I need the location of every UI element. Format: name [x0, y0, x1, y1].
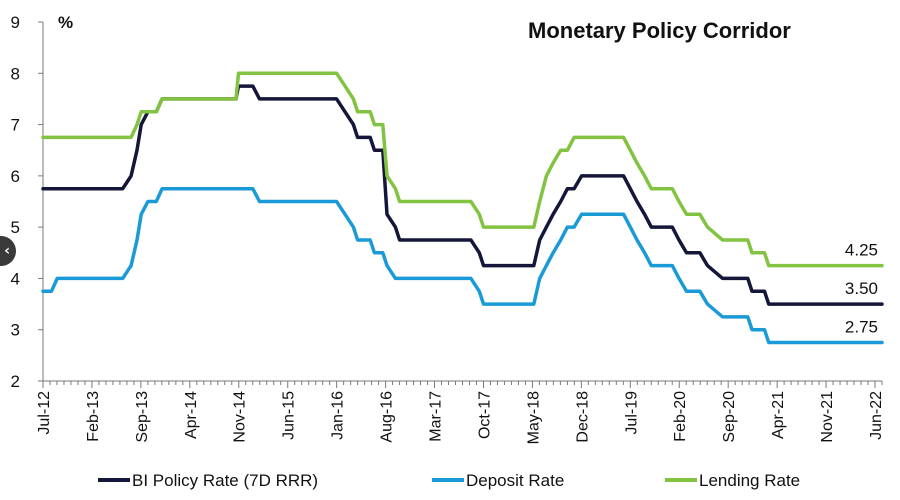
- y-tick-label: 7: [11, 116, 20, 135]
- y-tick-label: 2: [11, 372, 20, 391]
- x-tick-label: Nov-21: [819, 391, 836, 443]
- chevron-left-icon: ‹: [4, 243, 10, 259]
- x-tick-label: Nov-14: [232, 391, 249, 443]
- series-lines: [41, 71, 884, 345]
- y-tick-label: 5: [11, 218, 20, 237]
- x-tick-label: Oct-17: [476, 391, 493, 439]
- end-value-label: 2.75: [845, 318, 878, 337]
- x-tick-label: Dec-18: [574, 391, 591, 443]
- x-tick-label: Sep-20: [721, 391, 738, 443]
- y-tick-label: 8: [11, 64, 20, 83]
- end-value-label: 3.50: [845, 279, 878, 298]
- series-line-deposit-rate: [41, 186, 884, 345]
- y-tick-label: 9: [11, 13, 20, 32]
- legend: BI Policy Rate (7D RRR) Deposit Rate Lendi…: [98, 471, 800, 490]
- x-tick-label: Aug-16: [379, 391, 396, 443]
- x-tick-label: Apr-21: [770, 391, 787, 439]
- y-tick-label: 3: [11, 321, 20, 340]
- x-tick-label: Feb-13: [85, 391, 102, 442]
- labels: % Monetary Policy Corridor 3.50 2.75 4.25: [58, 13, 878, 337]
- legend-label: Deposit Rate: [466, 471, 564, 490]
- legend-label: BI Policy Rate (7D RRR): [132, 471, 318, 490]
- x-tick-label: Feb-20: [672, 391, 689, 442]
- x-tick-label: Jun-15: [281, 391, 298, 440]
- x-tick-label: Jul-12: [36, 391, 53, 435]
- x-tick-label: Mar-17: [428, 391, 445, 442]
- end-value-label: 4.25: [845, 241, 878, 260]
- prev-button[interactable]: ‹: [0, 236, 16, 266]
- x-tick-label: May-18: [525, 391, 542, 444]
- x-tick-label: Jun-22: [868, 391, 885, 440]
- x-tick-label: Apr-14: [183, 391, 200, 439]
- legend-label: Lending Rate: [699, 471, 800, 490]
- axes: 2 3 4 5 6 7 8 9 Jul-12 Feb-13 Sep-13 Apr-14 Nov-14 Ju…: [11, 13, 886, 444]
- series-line-policy-rate: [41, 84, 884, 306]
- x-tick-label: Sep-13: [134, 391, 151, 443]
- y-tick-label: 6: [11, 167, 20, 186]
- x-tick-label: Jul-19: [623, 391, 640, 435]
- chart-title: Monetary Policy Corridor: [528, 18, 791, 43]
- x-tick-label: Jan-16: [330, 391, 347, 440]
- y-tick-label: 4: [11, 269, 20, 288]
- y-axis-unit-label: %: [58, 13, 73, 32]
- series-line-lending-rate: [41, 71, 884, 268]
